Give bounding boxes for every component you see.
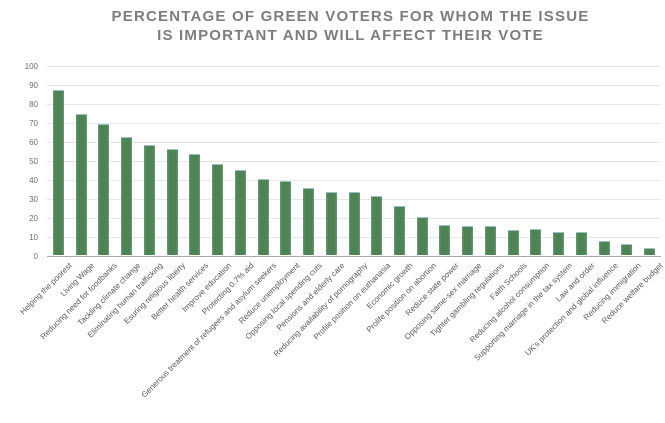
bar	[189, 154, 201, 255]
plot-area	[47, 66, 661, 257]
bar	[393, 206, 405, 255]
y-tick-label-80: 80	[29, 100, 38, 109]
bar	[484, 226, 496, 255]
bar	[553, 232, 565, 255]
bar	[121, 137, 133, 255]
y-tick-label-0: 0	[33, 252, 38, 261]
gridline-100	[47, 66, 661, 67]
bar	[462, 226, 474, 255]
bar	[75, 114, 87, 255]
y-tick-label-90: 90	[29, 81, 38, 90]
bar	[98, 124, 110, 255]
x-axis-line	[47, 256, 661, 257]
y-tick-label-100: 100	[24, 62, 38, 71]
gridline-60	[47, 142, 661, 143]
bar	[644, 248, 656, 255]
bar	[507, 230, 519, 255]
bar	[598, 241, 610, 255]
bar	[212, 164, 224, 255]
y-tick-label-40: 40	[29, 176, 38, 185]
gridline-70	[47, 123, 661, 124]
y-tick-label-10: 10	[29, 233, 38, 242]
bar	[371, 196, 383, 255]
bar	[257, 179, 269, 255]
y-tick-label-30: 30	[29, 195, 38, 204]
bar	[234, 170, 246, 255]
y-tick-label-20: 20	[29, 214, 38, 223]
bar	[416, 217, 428, 255]
bar	[530, 229, 542, 255]
gridline-80	[47, 104, 661, 105]
y-tick-label-70: 70	[29, 119, 38, 128]
chart-title: PERCENTAGE OF GREEN VOTERS FOR WHOM THE …	[40, 7, 661, 45]
gridline-40	[47, 180, 661, 181]
bar	[325, 192, 337, 255]
bar	[303, 188, 315, 255]
bar	[575, 232, 587, 255]
gridline-90	[47, 85, 661, 86]
bar	[143, 145, 155, 255]
bar	[621, 244, 633, 255]
bar	[52, 90, 64, 255]
chart-title-line-2: IS IMPORTANT AND WILL AFFECT THEIR VOTE	[157, 27, 544, 44]
y-tick-label-60: 60	[29, 138, 38, 147]
chart-title-line-1: PERCENTAGE OF GREEN VOTERS FOR WHOM THE …	[111, 8, 590, 25]
bar	[280, 181, 292, 255]
bar	[348, 192, 360, 255]
bar	[166, 149, 178, 255]
bar	[439, 225, 451, 255]
y-tick-label-50: 50	[29, 157, 38, 166]
gridline-50	[47, 161, 661, 162]
